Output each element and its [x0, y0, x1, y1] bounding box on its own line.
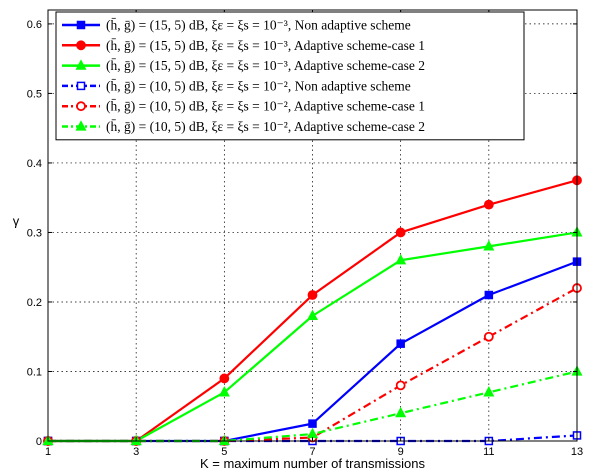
data-point	[483, 199, 494, 210]
data-point	[483, 240, 495, 251]
data-point	[483, 386, 495, 397]
legend-item: (h̄, ḡ) = (15, 5) dB, ξε = ξs = 10⁻³, Ad…	[62, 38, 425, 53]
legend-box	[55, 11, 525, 141]
x-tick-label: 9	[398, 446, 404, 458]
data-point	[307, 427, 318, 439]
series-line	[48, 231, 578, 443]
legend-swatch-marker	[76, 40, 86, 51]
series-line	[48, 260, 578, 443]
y-tick-label: 0.2	[27, 297, 42, 309]
legend-label: (h̄, ḡ) = (15, 5) dB, ξε = ξs = 10⁻³, Ad…	[106, 38, 425, 53]
data-point	[307, 309, 318, 320]
legend-label: (h̄, ḡ) = (15, 5) dB, ξε = ξs = 10⁻³, No…	[106, 18, 411, 33]
data-point	[308, 419, 317, 428]
legend-swatch-marker	[76, 81, 86, 91]
y-tick-label: 0.5	[27, 88, 42, 100]
data-point	[395, 227, 406, 238]
data-point	[396, 339, 405, 348]
x-tick-label: 3	[133, 446, 139, 458]
series-1	[43, 257, 582, 446]
legend-swatch-marker	[75, 120, 87, 131]
legend: (h̄, ḡ) = (15, 5) dB, ξε = ξs = 10⁻³, No…	[55, 11, 525, 141]
data-point	[395, 380, 406, 391]
legend-label: (h̄, ḡ) = (15, 5) dB, ξε = ξs = 10⁻³, Ad…	[106, 58, 425, 73]
legend-item: (h̄, ḡ) = (10, 5) dB, ξε = ξs = 10⁻², Ad…	[62, 119, 425, 134]
data-point	[484, 290, 494, 300]
legend-label: (h̄, ḡ) = (10, 5) dB, ξε = ξs = 10⁻², Ad…	[106, 119, 425, 134]
legend-swatch-marker	[76, 101, 86, 112]
legend-swatch-marker	[76, 20, 86, 30]
x-tick-label: 7	[309, 446, 315, 458]
data-point	[219, 373, 230, 384]
x-tick-label: 13	[571, 446, 583, 458]
y-tick-label: 0	[36, 436, 42, 448]
legend-label: (h̄, ḡ) = (10, 5) dB, ξε = ξs = 10⁻², Ad…	[106, 99, 425, 114]
data-point	[307, 290, 318, 300]
series-layer	[42, 175, 583, 446]
x-tick-label: 1	[45, 446, 51, 458]
series-6	[42, 365, 583, 446]
legend-item: (h̄, ḡ) = (15, 5) dB, ξε = ξs = 10⁻³, No…	[62, 18, 411, 33]
x-axis-label: K = maximum number of transmissions	[200, 456, 426, 471]
x-tick-label: 5	[221, 446, 227, 458]
y-tick-label: 0.1	[27, 366, 42, 378]
data-point	[395, 406, 407, 418]
y-tick-label: 0.4	[27, 158, 42, 170]
x-tick-label: 11	[483, 446, 494, 458]
legend-swatch-marker	[75, 59, 87, 70]
data-point	[395, 253, 407, 265]
data-point	[218, 386, 230, 397]
legend-item: (h̄, ḡ) = (15, 5) dB, ξε = ξs = 10⁻³, Ad…	[62, 58, 425, 73]
y-tick-label: 0.6	[27, 19, 42, 31]
data-point	[483, 331, 494, 342]
y-tick-label: 0.3	[27, 227, 42, 239]
y-axis-label: γ	[13, 214, 20, 229]
legend-item: (h̄, ḡ) = (10, 5) dB, ξε = ξs = 10⁻², Ad…	[62, 99, 425, 114]
legend-item: (h̄, ḡ) = (10, 5) dB, ξε = ξs = 10⁻², No…	[62, 78, 411, 93]
legend-label: (h̄, ḡ) = (10, 5) dB, ξε = ξs = 10⁻², No…	[106, 78, 411, 93]
